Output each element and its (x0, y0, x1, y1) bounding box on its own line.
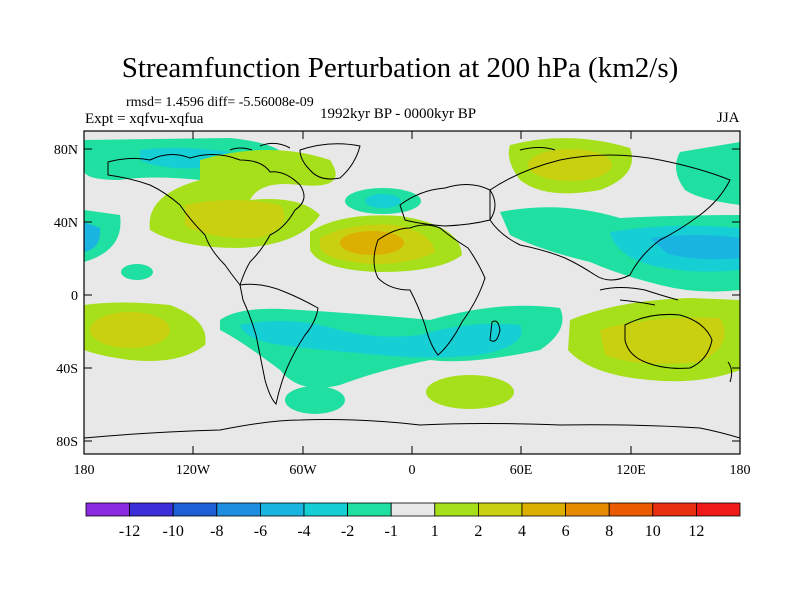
coast-antarctica (84, 419, 740, 439)
colorbar-label-5: -2 (341, 523, 354, 540)
lat-label-80s: 80S (56, 435, 78, 450)
colorbar-box-4 (259, 502, 305, 517)
colorbar-box-12 (608, 502, 654, 517)
colorbar-box-6 (347, 502, 392, 517)
lon-label-60w: 60W (289, 463, 317, 478)
coast-australia (624, 314, 713, 369)
colorbar-label-8: 2 (474, 523, 482, 540)
lat-label-0: 0 (71, 289, 78, 304)
period-label: 1992kyr BP - 0000kyr BP (320, 106, 477, 122)
coast-indonesia (599, 287, 679, 306)
lon-label-180e: 180 (730, 463, 751, 478)
colorbar-box-9 (477, 502, 523, 517)
coast-asia (489, 154, 731, 281)
contour-small-neg (121, 264, 153, 280)
lon-ticks (83, 131, 741, 454)
coast-arctic-islands (229, 142, 556, 151)
colorbar-box-10 (521, 502, 566, 517)
stats-label: rmsd= 1.4596 diff= -5.56008e-09 (126, 95, 314, 110)
contour-npac-neg (84, 210, 121, 262)
coast-south-america (239, 283, 319, 406)
colorbar-label-4: -4 (297, 523, 310, 540)
colorbar-box-14 (696, 502, 741, 517)
colorbar-box-5 (303, 502, 348, 517)
colorbar-box-13 (652, 502, 697, 517)
colorbar-box-1 (129, 502, 174, 517)
contour-spac-pos2 (90, 312, 170, 348)
colorbar-label-10: 6 (562, 523, 570, 540)
lon-labels: 180 120W 60W 0 60E 120E 180 (74, 463, 751, 478)
colorbar-box-2 (172, 502, 218, 517)
colorbar-label-7: 1 (431, 523, 439, 540)
coast-greenland (299, 143, 361, 180)
lon-label-60e: 60E (510, 463, 533, 478)
colorbar-label-13: 12 (688, 523, 704, 540)
lat-label-80n: 80N (54, 143, 78, 158)
lon-label-120e: 120E (616, 463, 646, 478)
chart-title: Streamfunction Perturbation at 200 hPa (… (121, 52, 679, 84)
lat-label-40n: 40N (54, 216, 78, 231)
map-background (84, 131, 740, 454)
lat-labels: 80N 40N 0 40S 80S (54, 143, 78, 450)
colorbar-label-2: -8 (210, 523, 223, 540)
coast-new-zealand (727, 361, 733, 383)
coast-africa (373, 224, 486, 356)
colorbar-label-1: -10 (163, 523, 184, 540)
contour-natl-neg2 (365, 194, 401, 208)
colorbar-label-6: -1 (385, 523, 398, 540)
contour-npac-neg2 (84, 222, 101, 252)
experiment-label: Expt = xqfvu-xqfua (85, 111, 204, 127)
colorbar-box-11 (565, 502, 610, 517)
colorbar-label-0: -12 (119, 523, 140, 540)
colorbar-box-3 (216, 502, 261, 517)
contour-nepac-neg (676, 142, 740, 205)
coast-north-america (107, 154, 305, 287)
lon-label-180w: 180 (74, 463, 95, 478)
colorbar: -12 -10 -8 -6 -4 -2 -1 1 2 4 6 8 10 12 (85, 502, 741, 540)
contour-na-pos2 (185, 200, 285, 239)
coast-madagascar (489, 320, 501, 342)
contour-fills (84, 138, 740, 414)
contour-sh-small-neg (285, 386, 345, 414)
lat-ticks (84, 148, 740, 442)
colorbar-label-12: 10 (645, 523, 661, 540)
lat-label-40s: 40S (56, 362, 78, 377)
contour-wpac-neg3 (650, 235, 740, 260)
colorbar-box-0 (85, 502, 130, 517)
coastlines (84, 142, 740, 439)
contour-siberia-pos2 (528, 149, 612, 181)
lon-label-120w: 120W (176, 463, 211, 478)
contour-so-pos (426, 375, 514, 409)
contour-sahara-pos3 (340, 231, 404, 255)
colorbar-label-3: -6 (254, 523, 267, 540)
colorbar-label-11: 8 (605, 523, 613, 540)
colorbar-label-9: 4 (518, 523, 526, 540)
lon-label-0: 0 (409, 463, 416, 478)
colorbar-box-8 (434, 502, 479, 517)
season-label: JJA (717, 110, 740, 126)
contour-sh-band-neg2 (240, 321, 522, 358)
coast-europe (399, 184, 496, 227)
colorbar-box-7 (390, 502, 436, 517)
